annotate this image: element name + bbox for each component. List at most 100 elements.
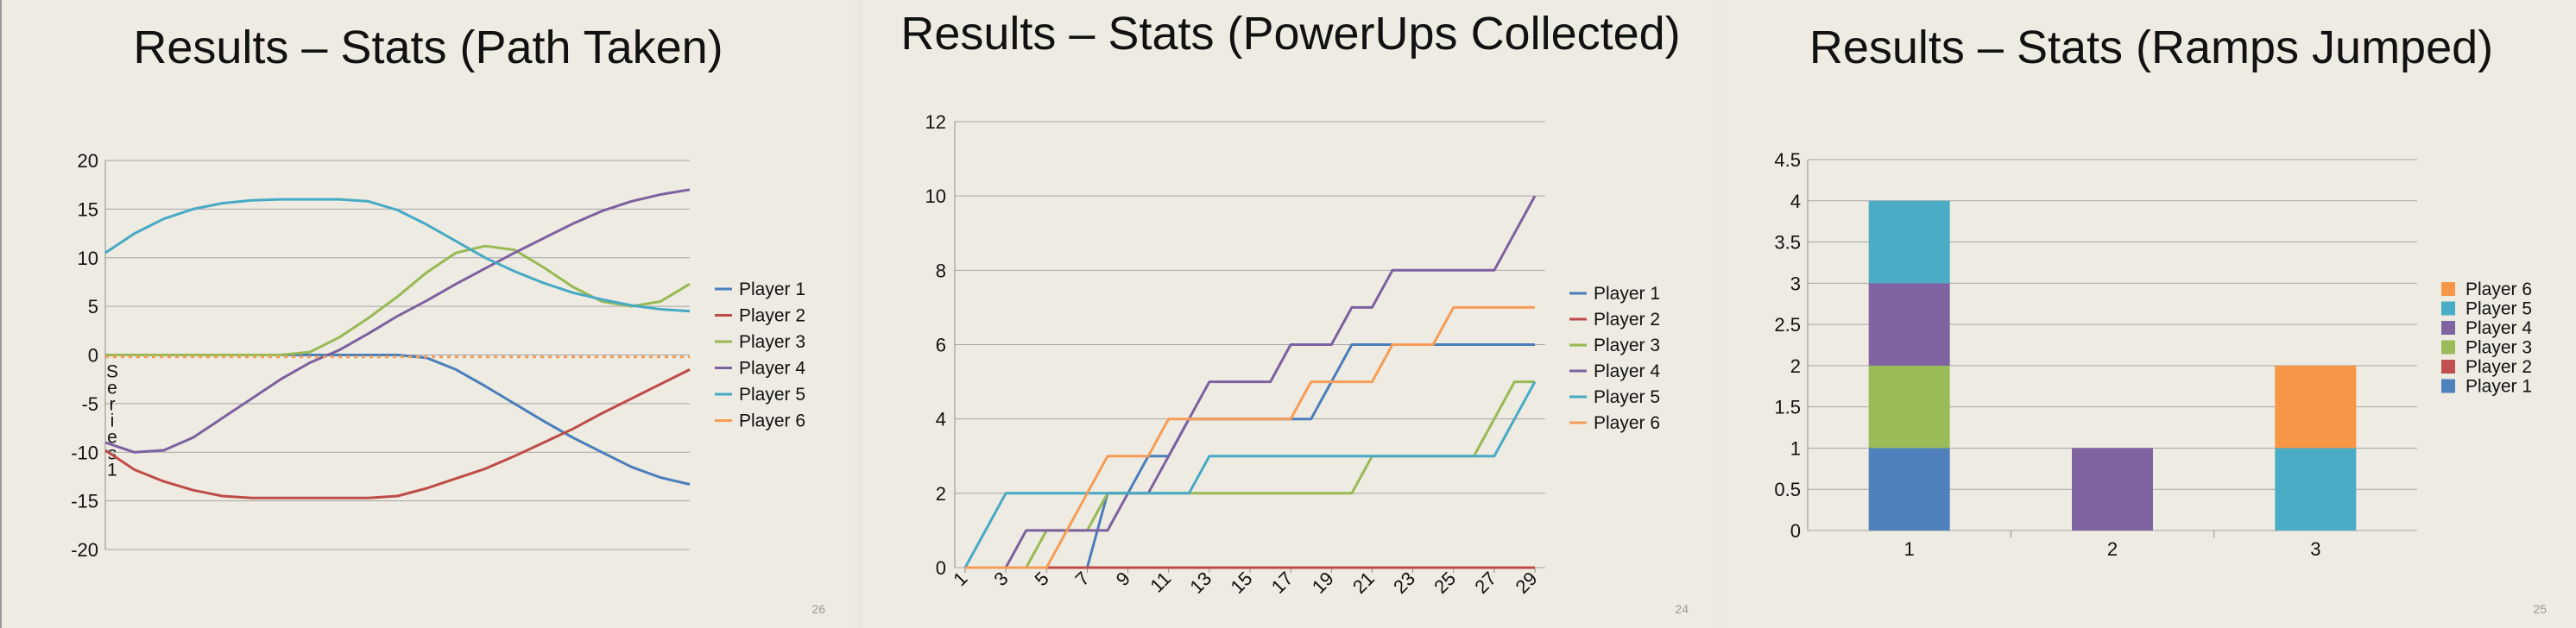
series-line [104,198,691,313]
bar-segment [2275,448,2357,531]
x-tick-label: 2 [2107,538,2118,560]
slide-ramps-jumped: Results – Stats (Ramps Jumped) 0 0.5 1 1.5 2… [1727,0,2576,628]
bar-segment [1868,365,1950,449]
legend-label: Player 6 [739,411,805,431]
series-line [965,305,1535,569]
slide-title: Results – Stats (PowerUps Collected) [900,8,1681,60]
bar-segment [1868,283,1950,366]
series-line [104,188,691,454]
y-tick-label: 3.5 [1774,232,1801,254]
bar-segment [2275,365,2357,449]
legend-label: Player 5 [1594,387,1660,407]
y-tick-label: 4 [1790,191,1801,212]
legend-label: Player 6 [1594,413,1660,433]
x-tick-label: 9 [1112,568,1134,590]
axis-title-char: r [110,395,116,415]
legend-label: Player 2 [739,306,805,326]
series-line [104,368,691,499]
y-tick-label: 12 [925,111,946,133]
y-tick-label: 2 [936,483,946,505]
slide-title: Results – Stats (Ramps Jumped) [1809,22,2494,73]
legend-label: Player 3 [1594,336,1660,355]
x-tick-label: 15 [1227,568,1257,598]
x-tick-label: 5 [1030,568,1052,590]
x-tick-label: 13 [1185,568,1215,598]
axis-title-char: 1 [107,461,117,480]
y-tick-label: 10 [925,185,946,207]
x-tick-label: 29 [1512,568,1542,598]
legend-label: Player 3 [739,332,805,352]
series-line [105,354,691,486]
legend-label: Player 1 [1594,284,1660,304]
legend-label: Player 1 [2466,377,2532,397]
y-tick-label: 8 [936,260,946,281]
series-line [965,380,1535,569]
y-tick-label: 2.5 [1774,314,1801,336]
legend-label: Player 5 [2466,299,2532,319]
y-tick-label: 2 [1790,355,1801,377]
x-tick-label: 11 [1146,568,1175,597]
series-line [965,195,1537,569]
legend-label: Player 6 [2466,279,2532,299]
y-tick-label: -5 [81,393,98,415]
legend-swatch [2441,321,2455,335]
x-tick-label: 1 [949,568,971,590]
x-tick-label: 17 [1267,568,1297,598]
x-tick-label: 19 [1308,568,1338,598]
x-tick-label: 7 [1071,568,1094,590]
x-tick-label: 21 [1348,568,1379,598]
legend-swatch [2441,282,2455,296]
y-tick-label: 0 [1790,520,1801,542]
y-tick-label: 5 [88,296,98,317]
axis-title-char: e [107,428,117,448]
slide-title: Results – Stats (Path Taken) [133,22,723,73]
legend-swatch [2441,360,2455,374]
y-tick-label: 0 [88,345,98,367]
legend-label: Player 5 [739,385,805,405]
y-tick-label: 0 [936,557,946,579]
page-number: 24 [1675,602,1689,616]
y-tick-label: 4 [936,409,946,430]
y-tick-label: 15 [78,198,98,220]
y-tick-label: 6 [936,335,946,356]
legend-swatch [2441,379,2455,393]
legend-label: Player 2 [1594,310,1660,330]
x-tick-label: 23 [1389,568,1419,598]
x-tick-label: 27 [1470,568,1500,598]
legend-label: Player 2 [2466,357,2532,377]
y-tick-label: 4.5 [1774,149,1801,171]
y-tick-label: 1.5 [1774,397,1801,418]
legend-swatch [2441,301,2455,316]
x-tick-label: 3 [989,568,1012,590]
page-number: 25 [2533,602,2547,616]
y-tick-label: -20 [71,539,98,561]
y-tick-label: -15 [71,491,98,512]
legend-label: Player 4 [2466,318,2532,338]
y-tick-label: 0.5 [1774,479,1801,500]
slide-path-taken: Results – Stats (Path Taken) 20 15 10 5 0 -5 -… [0,0,855,628]
y-tick-label: 20 [78,150,98,172]
axis-title-char: S [106,362,118,382]
axis-title-char: i [110,411,115,431]
legend-label: Player 3 [2466,338,2532,358]
y-tick-label: -10 [71,442,98,463]
bar-segment [1868,200,1950,284]
bar-segment [1868,448,1950,531]
axis-title-char: e [107,379,117,399]
legend-swatch [2441,340,2455,355]
y-tick-label: 3 [1790,273,1801,294]
x-tick-label: 3 [2310,538,2320,560]
series-line [963,380,1537,568]
page-number: 26 [811,602,825,616]
bar-segment [2072,448,2153,531]
x-tick-label: 25 [1430,568,1460,598]
y-tick-label: 10 [78,248,98,269]
y-tick-label: 1 [1790,437,1801,459]
legend-label: Player 4 [739,359,805,379]
legend-label: Player 4 [1594,361,1660,381]
legend-label: Player 1 [739,279,805,299]
